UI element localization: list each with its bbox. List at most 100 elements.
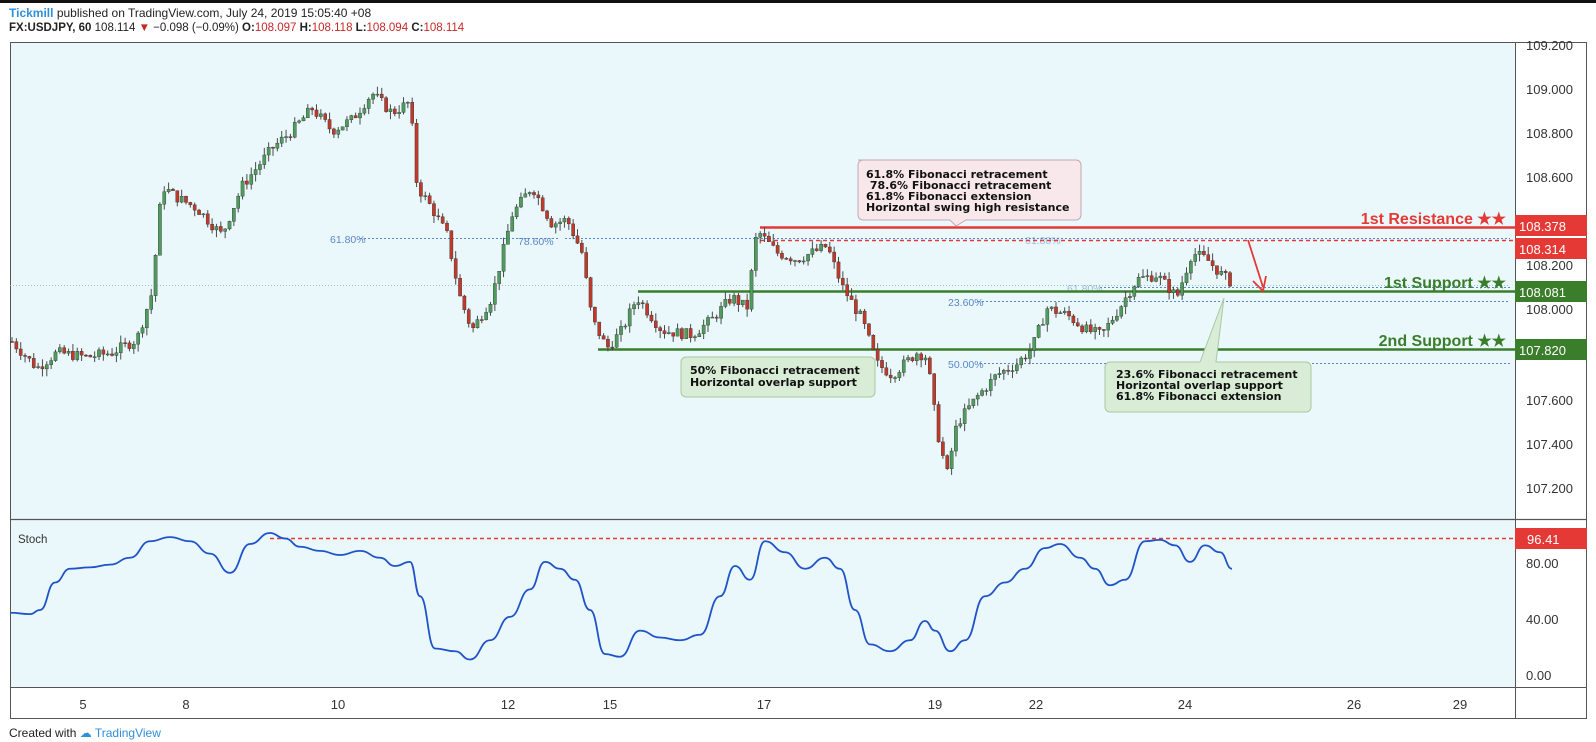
candle[interactable]: [501, 244, 506, 272]
candle[interactable]: [1193, 254, 1197, 262]
candle[interactable]: [110, 353, 114, 356]
support-annotation-left[interactable]: 50% Fibonacci retracement Horizontal ove…: [680, 356, 876, 398]
candle[interactable]: [114, 352, 119, 356]
candle[interactable]: [567, 218, 571, 225]
candle[interactable]: [1071, 315, 1076, 324]
candle[interactable]: [14, 341, 19, 350]
candle[interactable]: [149, 295, 154, 310]
candle[interactable]: [923, 357, 928, 361]
candle[interactable]: [967, 405, 971, 409]
candle[interactable]: [867, 323, 871, 336]
candle[interactable]: [197, 209, 201, 215]
candle[interactable]: [741, 299, 745, 305]
candle[interactable]: [527, 192, 532, 195]
candle[interactable]: [1189, 261, 1193, 274]
candle[interactable]: [684, 328, 689, 339]
candle[interactable]: [706, 317, 710, 326]
candle[interactable]: [788, 258, 793, 262]
candle[interactable]: [901, 359, 906, 373]
candle[interactable]: [584, 252, 588, 278]
candle[interactable]: [828, 246, 832, 253]
candle[interactable]: [158, 203, 162, 256]
candle[interactable]: [127, 342, 132, 349]
candle[interactable]: [640, 302, 645, 304]
candle[interactable]: [593, 306, 597, 323]
candle[interactable]: [84, 354, 88, 357]
candle[interactable]: [288, 136, 293, 138]
candle[interactable]: [40, 366, 45, 370]
candle[interactable]: [340, 126, 345, 131]
candle[interactable]: [949, 450, 954, 469]
candle[interactable]: [458, 278, 462, 297]
candle[interactable]: [1032, 337, 1037, 351]
candle[interactable]: [1175, 289, 1180, 296]
candle[interactable]: [962, 408, 967, 424]
tradingview-logo-icon[interactable]: ☁: [79, 726, 92, 740]
candle[interactable]: [314, 109, 319, 117]
candle[interactable]: [436, 215, 441, 218]
candle[interactable]: [688, 328, 693, 338]
candle[interactable]: [1223, 271, 1228, 273]
candle[interactable]: [1141, 276, 1145, 278]
candle[interactable]: [97, 349, 101, 357]
candle[interactable]: [623, 325, 628, 328]
candle[interactable]: [397, 112, 401, 114]
candle[interactable]: [1184, 272, 1189, 283]
candle[interactable]: [562, 218, 567, 223]
candle[interactable]: [497, 271, 502, 284]
candle[interactable]: [1110, 319, 1115, 324]
candle[interactable]: [319, 113, 323, 117]
candle[interactable]: [771, 241, 776, 246]
candle[interactable]: [375, 93, 380, 96]
candle[interactable]: [462, 295, 467, 310]
candle[interactable]: [1197, 251, 1202, 255]
candle[interactable]: [145, 309, 149, 328]
candle[interactable]: [75, 351, 80, 360]
candle[interactable]: [875, 349, 880, 361]
candle[interactable]: [819, 243, 823, 251]
candle[interactable]: [366, 98, 371, 109]
candle[interactable]: [993, 374, 997, 380]
candle[interactable]: [379, 93, 384, 99]
candle[interactable]: [371, 93, 375, 100]
candle[interactable]: [519, 196, 523, 208]
candle[interactable]: [480, 319, 484, 321]
candle[interactable]: [714, 316, 719, 319]
candle[interactable]: [536, 194, 541, 199]
candle[interactable]: [440, 216, 445, 224]
candle[interactable]: [793, 260, 797, 262]
candle[interactable]: [932, 373, 936, 405]
candle[interactable]: [888, 374, 893, 379]
candle[interactable]: [558, 221, 562, 224]
candle[interactable]: [1219, 271, 1224, 275]
candle[interactable]: [201, 213, 206, 216]
candle[interactable]: [1084, 324, 1089, 333]
candle[interactable]: [171, 189, 175, 191]
candle[interactable]: [123, 342, 127, 344]
candle[interactable]: [606, 338, 610, 348]
candle[interactable]: [762, 233, 767, 237]
candle[interactable]: [427, 195, 432, 204]
candle[interactable]: [636, 302, 641, 305]
candle[interactable]: [453, 258, 458, 279]
candle[interactable]: [131, 343, 136, 349]
candle[interactable]: [184, 196, 188, 203]
candle[interactable]: [540, 197, 545, 212]
candle[interactable]: [693, 336, 697, 338]
candle[interactable]: [849, 295, 854, 300]
candle[interactable]: [884, 367, 889, 376]
candle[interactable]: [1049, 306, 1054, 309]
candle[interactable]: [841, 278, 845, 285]
candle[interactable]: [166, 189, 171, 192]
candle[interactable]: [745, 299, 749, 310]
candle[interactable]: [332, 128, 336, 135]
candle[interactable]: [980, 390, 984, 396]
candle[interactable]: [928, 357, 932, 374]
candle[interactable]: [175, 190, 180, 203]
candle[interactable]: [810, 248, 815, 255]
candle[interactable]: [62, 347, 66, 354]
candle[interactable]: [906, 357, 910, 361]
candle[interactable]: [223, 228, 227, 232]
candle[interactable]: [814, 248, 819, 251]
